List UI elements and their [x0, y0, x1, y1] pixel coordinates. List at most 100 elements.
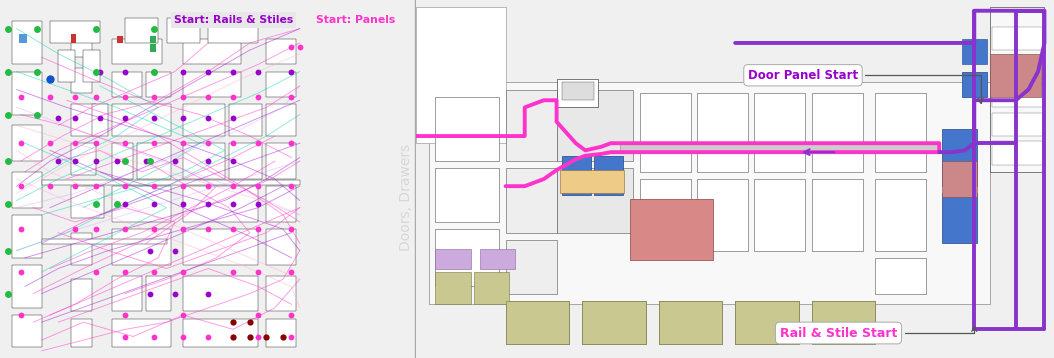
Bar — [506, 240, 557, 294]
Bar — [167, 18, 200, 43]
Bar — [435, 229, 500, 286]
Bar — [659, 301, 722, 344]
Bar — [113, 229, 171, 265]
Bar — [755, 179, 805, 251]
Bar — [992, 27, 1042, 50]
Bar — [71, 319, 92, 347]
Bar — [113, 72, 141, 97]
Bar — [117, 36, 123, 43]
Bar — [42, 239, 167, 244]
Text: Start: Rails & Stiles: Start: Rails & Stiles — [174, 15, 293, 25]
Bar — [125, 18, 158, 43]
Bar — [435, 97, 500, 161]
Bar — [593, 156, 623, 195]
Bar — [560, 170, 624, 193]
Bar — [13, 172, 42, 208]
Bar — [876, 179, 926, 251]
Text: Doors, Drawers: Doors, Drawers — [398, 143, 413, 251]
Bar — [71, 186, 104, 218]
Bar — [267, 186, 295, 222]
Bar — [71, 233, 92, 265]
Bar — [50, 21, 100, 43]
Bar — [557, 168, 633, 233]
Bar — [582, 301, 646, 344]
Bar — [13, 21, 42, 64]
Bar — [71, 104, 96, 136]
Bar — [13, 315, 42, 347]
Bar — [812, 301, 876, 344]
Bar — [183, 104, 225, 136]
Bar — [183, 39, 241, 64]
Bar — [992, 55, 1042, 79]
Bar — [229, 143, 262, 179]
Bar — [435, 249, 470, 268]
Bar — [506, 168, 557, 233]
Bar — [736, 301, 799, 344]
Bar — [562, 156, 591, 195]
Bar — [697, 93, 748, 172]
Bar — [113, 104, 171, 136]
Bar — [876, 93, 926, 172]
Bar — [183, 319, 258, 347]
Bar — [640, 179, 690, 251]
Bar — [229, 104, 262, 136]
Bar — [113, 39, 162, 64]
Bar — [435, 168, 500, 222]
Bar — [92, 104, 109, 136]
Bar — [416, 7, 506, 143]
Bar — [267, 229, 295, 265]
Bar — [621, 143, 939, 152]
Bar — [562, 82, 593, 100]
Bar — [991, 7, 1045, 172]
Bar — [812, 301, 876, 344]
Bar — [429, 82, 991, 304]
Bar — [42, 180, 299, 185]
Bar — [113, 143, 133, 179]
Bar — [640, 93, 690, 172]
Bar — [557, 79, 598, 107]
Bar — [755, 93, 805, 172]
Bar — [209, 18, 258, 43]
Bar — [183, 186, 258, 222]
Bar — [113, 276, 141, 311]
Bar — [812, 93, 863, 172]
Bar — [435, 272, 470, 304]
Bar — [145, 276, 171, 311]
Bar — [58, 50, 75, 82]
Bar — [13, 72, 42, 115]
Bar — [506, 301, 569, 344]
Bar — [942, 193, 977, 243]
Bar — [961, 72, 987, 97]
Bar — [13, 265, 42, 308]
Bar — [150, 44, 156, 52]
Bar — [697, 179, 748, 251]
Bar — [267, 72, 295, 97]
Bar — [506, 90, 557, 161]
Bar — [267, 39, 295, 64]
Bar — [812, 179, 863, 251]
Bar — [992, 84, 1042, 107]
Bar — [992, 141, 1042, 165]
Bar — [630, 199, 713, 260]
Bar — [71, 32, 92, 57]
Bar — [71, 143, 96, 175]
Bar — [267, 143, 295, 179]
Bar — [183, 143, 225, 179]
Bar — [113, 319, 171, 347]
Bar — [13, 125, 42, 161]
Bar — [267, 276, 295, 311]
Bar — [183, 229, 258, 265]
Bar — [267, 319, 295, 347]
Bar — [992, 113, 1042, 136]
Bar — [183, 72, 241, 97]
Bar — [961, 39, 987, 64]
Bar — [83, 50, 100, 82]
Bar — [481, 249, 515, 268]
Bar — [267, 104, 295, 136]
Bar — [876, 258, 926, 294]
Bar — [145, 72, 171, 97]
Text: Rail & Stile Start: Rail & Stile Start — [780, 326, 977, 339]
Bar — [942, 161, 977, 197]
Bar — [991, 54, 1041, 97]
Bar — [71, 34, 76, 43]
